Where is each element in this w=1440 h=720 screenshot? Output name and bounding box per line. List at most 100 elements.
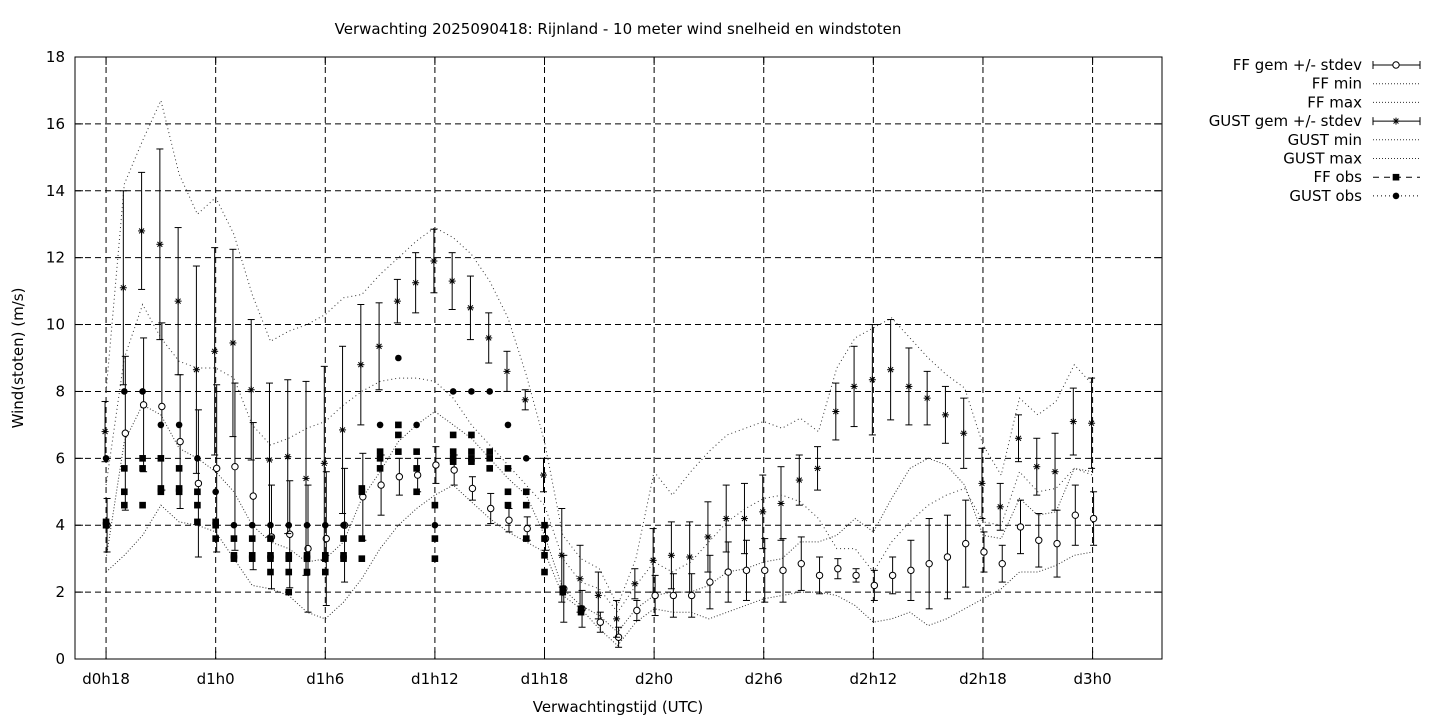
ff-obs-point	[175, 485, 183, 492]
ff-obs-point	[449, 448, 457, 455]
ff-obs-point	[194, 518, 201, 526]
ff-obs-point	[358, 485, 366, 492]
ff-obs-point	[468, 458, 475, 465]
ff-obs-point	[102, 521, 110, 529]
gust-star-stroke	[833, 408, 839, 415]
gust-obs-point	[522, 455, 530, 462]
ff-obs-point	[303, 555, 311, 562]
ff-obs-point	[559, 588, 567, 596]
ff-obs-point	[194, 501, 201, 509]
gust-obs-point	[248, 521, 256, 529]
ff-obs-point	[121, 501, 128, 509]
gust-star-stroke	[942, 412, 949, 418]
ff-obs-point	[468, 431, 475, 439]
legend-label-ff-max: FF max	[1307, 93, 1362, 111]
ff-mean-point	[651, 591, 659, 600]
ff-mean-point	[395, 473, 404, 481]
ff-mean-point	[450, 466, 458, 474]
gust-star-stroke	[723, 515, 730, 522]
x-tick-label: d2h18	[959, 670, 1007, 688]
gust-obs-point	[395, 354, 402, 362]
ff-obs-point	[340, 555, 347, 562]
ff-mean-point	[761, 566, 769, 575]
gust-star-stroke	[796, 477, 803, 483]
gust-star-stroke	[284, 453, 291, 460]
ff-obs-point	[285, 552, 293, 559]
gust-star-stroke	[522, 397, 529, 403]
ff-obs-point	[303, 552, 311, 559]
ff-mean-point	[834, 565, 842, 573]
ff-obs-point	[139, 501, 146, 509]
ff-obs-point	[285, 555, 293, 562]
gust-star-stroke	[632, 580, 638, 587]
ff-mean-point	[158, 402, 166, 411]
ff-mean-point	[487, 504, 495, 513]
ff-obs-point	[121, 465, 128, 472]
ff-mean-point	[212, 464, 221, 473]
ff-obs-point	[577, 608, 585, 616]
ff-mean-point	[669, 591, 678, 600]
ff-obs-point	[321, 568, 329, 576]
ff-mean-point	[432, 461, 440, 469]
gust-star-stroke	[1033, 463, 1040, 470]
gust-star-stroke	[668, 552, 675, 559]
y-tick-label: 14	[46, 182, 65, 200]
gust-star-stroke	[851, 383, 857, 390]
gust-star-stroke	[960, 430, 967, 437]
y-tick-label: 18	[46, 48, 65, 66]
gust-star-stroke	[1088, 420, 1095, 427]
ff-mean-point	[139, 401, 148, 409]
ff-obs-point	[212, 535, 219, 542]
ff-obs-point	[541, 552, 548, 559]
axis-ticks: 0 2 4 6 8 10 12 14 16 18 d0h18 d1h0 d1h6 d1h12 d1h18 d2…	[46, 48, 1162, 688]
ff-obs-point	[522, 535, 530, 542]
ff-mean-point	[961, 539, 970, 548]
ff-obs-point	[522, 501, 530, 509]
gust-obs-point	[212, 488, 219, 496]
ff-obs-point	[248, 555, 256, 562]
x-tick-label: d2h12	[850, 670, 898, 688]
gust-star-stroke	[102, 428, 108, 435]
ff-obs-point	[468, 448, 475, 455]
ff-obs-point	[212, 518, 219, 526]
ff-obs-point	[285, 588, 293, 596]
minmax-curves	[105, 98, 1093, 647]
ff-mean-point	[633, 606, 641, 615]
gust-star-stroke	[924, 395, 930, 401]
ff-mean-point	[1071, 511, 1080, 519]
ff-obs-point	[541, 521, 548, 529]
legend-label-gust-gem-stdev: GUST gem +/- stdev	[1209, 112, 1362, 130]
gust-obs-point	[468, 388, 475, 395]
ff-mean-point	[943, 553, 952, 561]
ff-mean-point	[249, 492, 257, 500]
gust-star-stroke	[412, 279, 419, 286]
x-tick-label: d1h18	[521, 670, 569, 688]
series-line-ff-max	[105, 303, 1093, 614]
ff-obs-point	[267, 568, 274, 576]
ff-obs-point	[248, 535, 256, 542]
ff-obs-point	[376, 455, 384, 462]
x-axis-label: Verwachtingstijd (UTC)	[533, 698, 704, 716]
observation-points	[102, 354, 585, 616]
ff-obs-point	[157, 488, 165, 496]
ff-obs-point	[340, 535, 347, 542]
legend-label-gust-max: GUST max	[1283, 150, 1362, 168]
gust-star-stroke	[321, 460, 328, 467]
gust-star-stroke	[193, 366, 200, 373]
ff-obs-point	[321, 552, 329, 559]
gust-star-stroke	[595, 592, 602, 599]
ff-mean-point	[852, 571, 860, 580]
ff-obs-point	[194, 488, 201, 496]
ff-obs-point	[267, 555, 274, 562]
ff-obs-point	[321, 555, 329, 562]
ff-obs-point	[431, 555, 439, 562]
gust-star-stroke	[504, 368, 510, 375]
ff-obs-point	[449, 431, 457, 439]
x-tick-label: d2h0	[635, 670, 673, 688]
gust-star-stroke	[577, 575, 583, 582]
y-tick-label: 2	[55, 583, 65, 601]
legend-label-ff-min: FF min	[1312, 75, 1362, 93]
gust-obs-point	[449, 388, 457, 395]
ff-mean-point	[523, 524, 531, 533]
